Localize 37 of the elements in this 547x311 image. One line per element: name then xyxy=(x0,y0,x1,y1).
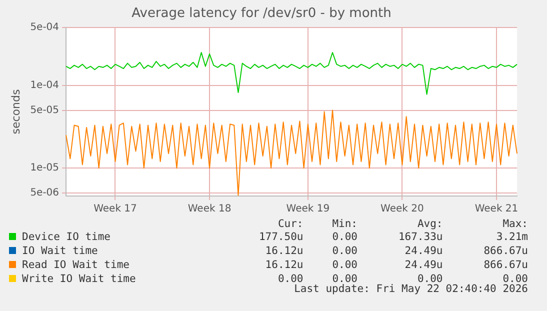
text: Avg: xyxy=(416,218,443,230)
text: 866.67u xyxy=(482,258,528,272)
text: 167.33u xyxy=(397,230,443,244)
text: 0.00 xyxy=(502,272,528,285)
text: 3.21m xyxy=(495,230,528,244)
legend-label: Read IO Wait time xyxy=(22,259,130,271)
text: 16.12u xyxy=(264,258,304,272)
chart-title: Average latency for /dev/sr0 - by month xyxy=(132,6,392,22)
text: Last update: Fri May 22 02:40:40 2026 xyxy=(294,283,528,295)
text: Cur: xyxy=(276,218,304,230)
y-tick-label: 1e-05 xyxy=(30,162,60,174)
text: 0.00 xyxy=(331,244,358,258)
text: 177.50u xyxy=(258,230,304,244)
x-tick-label: Week 18 xyxy=(188,204,232,215)
text: 24.49u xyxy=(404,244,443,258)
legend-label: IO Wait time xyxy=(22,245,98,257)
text: 0.00 xyxy=(331,258,358,272)
text: Max: xyxy=(502,218,528,230)
y-axis-title: seconds xyxy=(9,89,22,134)
text: 16.12u xyxy=(264,244,304,258)
y-tick-label: 1e-04 xyxy=(30,80,60,91)
legend-label: Write IO Wait time xyxy=(22,273,136,285)
text: 0.00 xyxy=(332,272,358,285)
text: 24.49u xyxy=(404,258,443,272)
text: 0.00 xyxy=(417,272,443,285)
x-tick-label: Week 20 xyxy=(380,204,424,215)
text: 866.67u xyxy=(482,244,528,258)
text: Min: xyxy=(331,218,358,230)
text: 0.00 xyxy=(276,272,304,285)
legend-label: Device IO time xyxy=(22,231,111,243)
y-tick-label: 5e-06 xyxy=(30,188,60,199)
text: 0.00 xyxy=(331,230,358,244)
x-tick-label: Week 17 xyxy=(94,204,137,215)
x-tick-label: Week 21 xyxy=(474,204,518,215)
y-tick-label: 5e-05 xyxy=(30,104,60,116)
y-tick-label: 5e-04 xyxy=(30,22,60,34)
x-tick-label: Week 19 xyxy=(286,204,330,215)
